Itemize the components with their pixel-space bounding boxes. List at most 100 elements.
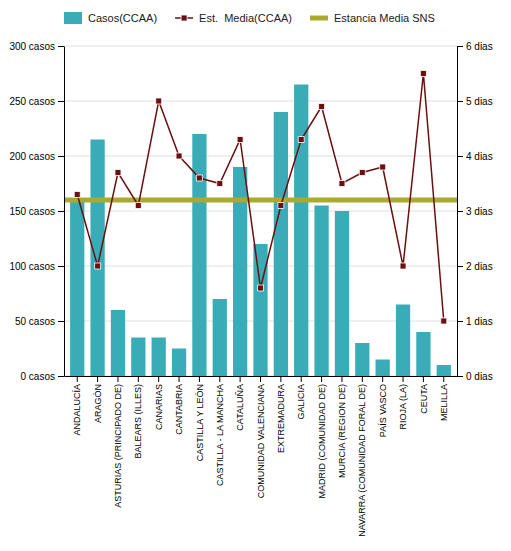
tick: RIOJA (LA): [398, 376, 408, 430]
tick: MURCIA (REGION DE): [337, 376, 347, 478]
marker: [156, 98, 162, 104]
marker: [74, 192, 80, 198]
marker: [95, 263, 101, 269]
tick-mark: [301, 376, 302, 382]
marker: [420, 71, 426, 77]
tick: CEUTA: [419, 376, 429, 414]
tick-label: 4 dias: [466, 151, 493, 162]
tick-mark: [423, 376, 424, 382]
bar: [355, 343, 369, 376]
tick-mark: [97, 376, 98, 382]
tick-label: ANDALUCÍA: [72, 384, 82, 436]
bar: [131, 338, 145, 377]
legend-label: Est. Media(CCAA): [199, 12, 292, 24]
tick-mark: [457, 46, 463, 47]
legend-item: Casos(CCAA): [64, 12, 157, 24]
tick: CANARIAS: [154, 376, 164, 430]
tick-label: MELILLA: [439, 384, 449, 421]
plot-area: [64, 71, 457, 377]
bar: [152, 338, 166, 377]
tick-label: EXTREMADURA: [276, 384, 286, 453]
tick-mark: [240, 376, 241, 382]
tick-mark: [58, 101, 64, 102]
tick-mark: [457, 266, 463, 267]
grid: [64, 46, 457, 376]
tick-mark: [199, 376, 200, 382]
tick-label: RIOJA (LA): [398, 384, 408, 430]
tick-mark: [280, 376, 281, 382]
tick-label: GALICIA: [296, 384, 306, 420]
legend-item: Est. Media(CCAA): [175, 12, 292, 24]
marker: [359, 170, 365, 176]
tick: CANTABRIA: [174, 376, 184, 435]
tick: 200 casos: [9, 151, 64, 162]
tick-label: 1 dias: [466, 316, 493, 327]
tick-mark: [117, 376, 118, 382]
tick-mark: [58, 211, 64, 212]
y2-axis: 0 dias1 dias2 dias3 dias4 dias5 dias6 di…: [457, 41, 493, 382]
tick-label: CANARIAS: [154, 384, 164, 430]
tick-label: MADRID (COMUNIDAD DE): [317, 384, 327, 499]
tick-label: BALEARS (ILLES): [133, 384, 143, 459]
bar: [70, 200, 84, 376]
tick-label: 50 casos: [15, 316, 55, 327]
tick-label: 2 dias: [466, 261, 493, 272]
tick: COMUNIDAD VALENCIANA: [256, 376, 266, 498]
legend-swatch: [310, 16, 328, 21]
tick-label: CATALUÑA: [235, 384, 245, 431]
tick-mark: [219, 376, 220, 382]
markers: [74, 71, 447, 325]
bar: [376, 360, 390, 377]
tick: BALEARS (ILLES): [133, 376, 143, 459]
tick-label: 3 dias: [466, 206, 493, 217]
tick: 0 casos: [21, 371, 64, 382]
tick: 250 casos: [9, 96, 64, 107]
reference-line: [64, 198, 457, 203]
tick: MADRID (COMUNIDAD DE): [317, 376, 327, 499]
bar: [416, 332, 430, 376]
grid-line: [64, 156, 457, 157]
tick-label: 200 casos: [9, 151, 55, 162]
bar: [172, 349, 186, 377]
bar: [253, 244, 267, 376]
tick-mark: [58, 321, 64, 322]
tick-mark: [77, 376, 78, 382]
bar: [314, 206, 328, 377]
tick-mark: [457, 376, 463, 377]
grid-line: [64, 46, 457, 47]
tick-mark: [341, 376, 342, 382]
tick-label: 250 casos: [9, 96, 55, 107]
bar: [437, 365, 451, 376]
legend-label: Casos(CCAA): [88, 12, 157, 24]
tick: CASTILLA Y LEÓN: [195, 376, 205, 461]
tick-mark: [58, 376, 64, 377]
chart-container: ANDALUCÍAARAGÓNASTURIAS (PRINCIPADO DE)B…: [0, 0, 511, 551]
axis-line: [64, 47, 65, 377]
tick-mark: [457, 211, 463, 212]
tick-label: 100 casos: [9, 261, 55, 272]
tick: ARAGÓN: [93, 376, 103, 423]
x-axis: ANDALUCÍAARAGÓNASTURIAS (PRINCIPADO DE)B…: [65, 376, 458, 537]
tick: GALICIA: [296, 376, 306, 420]
tick-label: PAÍS VASCO: [378, 384, 388, 437]
tick-mark: [58, 156, 64, 157]
marker: [115, 170, 121, 176]
bar: [90, 140, 104, 377]
bar: [274, 112, 288, 376]
tick: 100 casos: [9, 261, 64, 272]
y-axis: 0 casos 50 casos 100 casos 150 casos 200 cas…: [9, 41, 64, 382]
marker: [237, 137, 243, 143]
tick-label: COMUNIDAD VALENCIANA: [256, 384, 266, 498]
marker: [380, 164, 386, 170]
marker: [196, 175, 202, 181]
tick-mark: [321, 376, 322, 382]
tick-label: CASTILLA - LA MANCHA: [215, 384, 225, 486]
bar: [294, 85, 308, 377]
bar-series: [70, 85, 451, 377]
tick: CASTILLA - LA MANCHA: [215, 376, 225, 486]
tick: MELILLA: [439, 376, 449, 421]
grid-line: [64, 211, 457, 212]
tick-label: 150 casos: [9, 206, 55, 217]
bar: [396, 305, 410, 377]
legend: Casos(CCAA)Est. Media(CCAA)Estancia Medi…: [64, 12, 435, 24]
